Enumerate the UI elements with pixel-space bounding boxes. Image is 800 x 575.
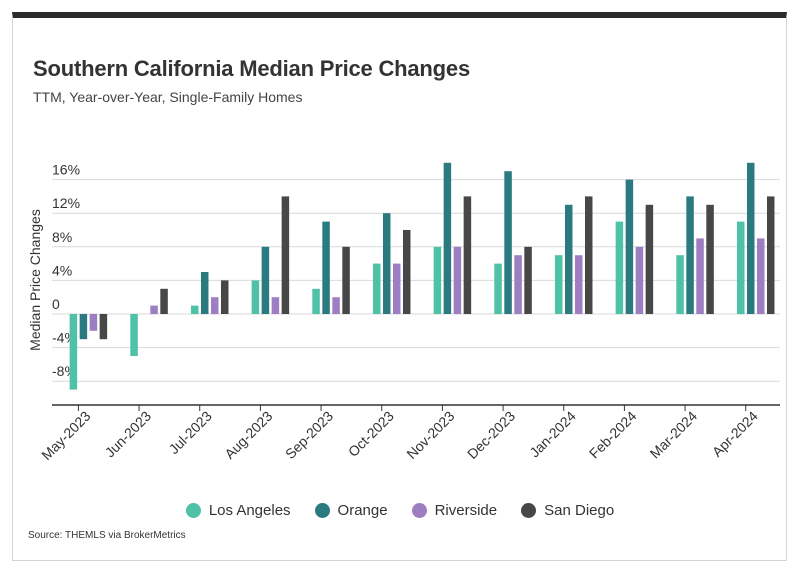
bar-los-angeles bbox=[251, 280, 260, 314]
bar-riverside bbox=[696, 238, 704, 314]
source-note: Source: THEMLS via BrokerMetrics bbox=[28, 530, 186, 541]
bar-los-angeles bbox=[736, 221, 745, 314]
legend-item: Riverside bbox=[411, 502, 498, 519]
y-tick-label: 4% bbox=[52, 262, 72, 278]
bar-riverside bbox=[574, 255, 583, 314]
y-tick-label: 0 bbox=[52, 296, 60, 312]
bar-los-angeles bbox=[554, 255, 563, 314]
chart-title: Southern California Median Price Changes bbox=[33, 56, 470, 81]
bar-los-angeles bbox=[372, 263, 381, 314]
bar-san-diego bbox=[524, 246, 532, 314]
legend-label: Riverside bbox=[434, 502, 498, 519]
legend-label: Los Angeles bbox=[208, 502, 291, 519]
bar-orange bbox=[322, 221, 330, 314]
bar-los-angeles bbox=[615, 221, 624, 314]
bar-los-angeles bbox=[433, 246, 442, 314]
legend-item: San Diego bbox=[521, 502, 614, 519]
bar-riverside bbox=[756, 238, 765, 314]
bar-riverside bbox=[635, 246, 644, 314]
legend-item: Orange bbox=[314, 502, 388, 519]
x-tick-label: May-2023 bbox=[38, 408, 93, 463]
bar-san-diego bbox=[281, 196, 290, 314]
y-tick-label: 12% bbox=[52, 195, 80, 211]
bar-orange bbox=[686, 196, 694, 314]
bar-orange bbox=[504, 171, 512, 314]
bar-san-diego bbox=[645, 204, 654, 314]
bar-riverside bbox=[210, 297, 219, 314]
x-tick-label: Feb-2024 bbox=[586, 408, 640, 462]
bar-riverside bbox=[392, 263, 401, 314]
bar-san-diego bbox=[220, 280, 229, 314]
legend-label: San Diego bbox=[544, 502, 615, 519]
x-tick-label: Aug-2023 bbox=[221, 408, 275, 462]
bar-los-angeles bbox=[130, 314, 138, 356]
x-tick-label: Apr-2024 bbox=[709, 408, 761, 460]
bar-san-diego bbox=[402, 230, 411, 314]
legend-swatch bbox=[185, 503, 201, 518]
y-tick-label: 16% bbox=[52, 162, 80, 178]
bar-riverside bbox=[89, 314, 98, 331]
bar-orange bbox=[746, 162, 755, 314]
legend-swatch bbox=[314, 503, 330, 518]
chart-legend: Los Angeles Orange Riverside San Diego bbox=[0, 502, 800, 519]
bar-san-diego bbox=[584, 196, 593, 314]
bar-orange bbox=[200, 272, 209, 314]
bar-san-diego bbox=[706, 204, 714, 314]
bar-los-angeles bbox=[69, 314, 78, 390]
bar-los-angeles bbox=[312, 288, 320, 314]
bar-san-diego bbox=[160, 288, 168, 314]
bar-riverside bbox=[453, 246, 462, 314]
chart-subtitle: TTM, Year-over-Year, Single-Family Homes bbox=[33, 89, 303, 105]
legend-item: Los Angeles bbox=[185, 502, 291, 519]
x-tick-label: Oct-2023 bbox=[345, 408, 397, 460]
y-axis-label: Median Price Changes bbox=[27, 209, 43, 351]
x-tick-label: Jul-2023 bbox=[166, 408, 215, 457]
x-tick-label: Dec-2023 bbox=[464, 408, 518, 462]
bar-orange bbox=[564, 204, 573, 314]
bar-riverside bbox=[514, 255, 522, 314]
legend-swatch bbox=[411, 503, 427, 518]
bar-orange bbox=[625, 179, 634, 314]
bar-san-diego bbox=[766, 196, 775, 314]
bar-los-angeles bbox=[494, 263, 502, 314]
bar-san-diego bbox=[342, 246, 350, 314]
bar-orange bbox=[79, 314, 88, 340]
bar-san-diego bbox=[463, 196, 472, 314]
bar-orange bbox=[443, 162, 452, 314]
bar-riverside bbox=[150, 305, 158, 314]
bar-los-angeles bbox=[676, 255, 684, 314]
x-tick-label: Jun-2023 bbox=[102, 408, 155, 461]
x-tick-label: Mar-2024 bbox=[647, 408, 701, 462]
y-tick-label: 8% bbox=[52, 229, 72, 245]
bar-riverside bbox=[271, 297, 280, 314]
x-tick-label: Nov-2023 bbox=[403, 408, 457, 462]
bar-riverside bbox=[332, 297, 340, 314]
legend-swatch bbox=[521, 503, 537, 518]
bar-orange bbox=[382, 213, 391, 314]
bar-los-angeles bbox=[190, 305, 199, 314]
bar-orange bbox=[261, 246, 270, 314]
legend-label: Orange bbox=[337, 502, 388, 519]
x-tick-label: Jan-2024 bbox=[526, 408, 579, 461]
x-tick-label: Sep-2023 bbox=[282, 408, 336, 462]
bar-san-diego bbox=[99, 314, 108, 340]
